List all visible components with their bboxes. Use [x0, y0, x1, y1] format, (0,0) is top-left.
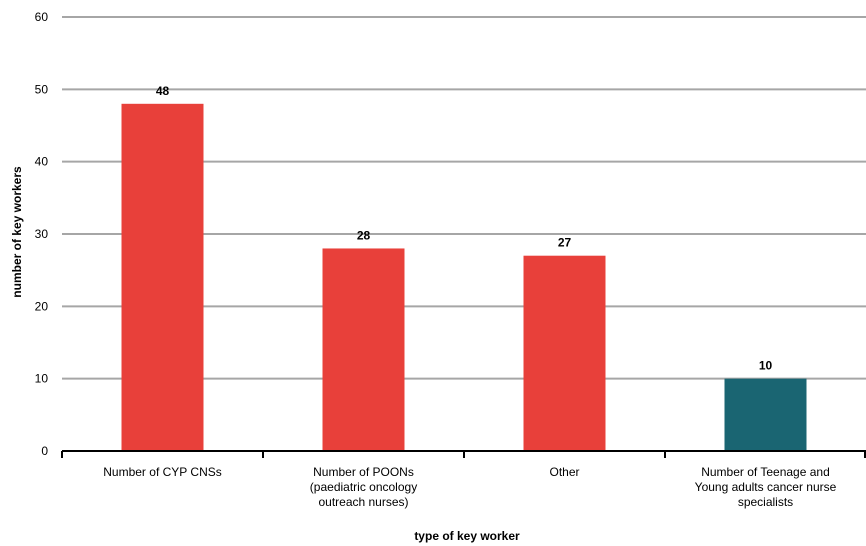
data-label: 27 — [558, 236, 572, 250]
bar — [724, 378, 807, 451]
bar — [121, 103, 204, 452]
x-tick-label: Number of Teenage and Young adults cancer… — [695, 465, 837, 509]
axes — [61, 450, 866, 458]
data-label: 48 — [156, 84, 170, 98]
data-label: 10 — [759, 359, 773, 373]
y-tick-label: 10 — [35, 372, 49, 386]
x-tick-label: Other — [549, 465, 579, 479]
y-axis-title: number of key workers — [10, 166, 24, 298]
y-tick-label: 20 — [35, 299, 49, 313]
y-tick-label: 30 — [35, 227, 49, 241]
x-tick-label: Number of CYP CNSs — [103, 465, 221, 479]
bar — [322, 248, 405, 451]
y-tick-label: 40 — [35, 155, 49, 169]
y-tick-label: 0 — [41, 444, 48, 458]
bars — [121, 103, 807, 452]
x-axis-title: type of key worker — [414, 529, 520, 543]
x-tick-label: Number of POONs (paediatric oncology outre… — [310, 465, 417, 509]
data-label: 28 — [357, 228, 371, 242]
bar — [523, 255, 606, 451]
labels: 0 10 20 30 40 50 60 48 Number of CYP CNSs 28 Numbe… — [35, 10, 837, 509]
y-tick-label: 50 — [35, 82, 49, 96]
y-tick-label: 60 — [35, 10, 49, 24]
